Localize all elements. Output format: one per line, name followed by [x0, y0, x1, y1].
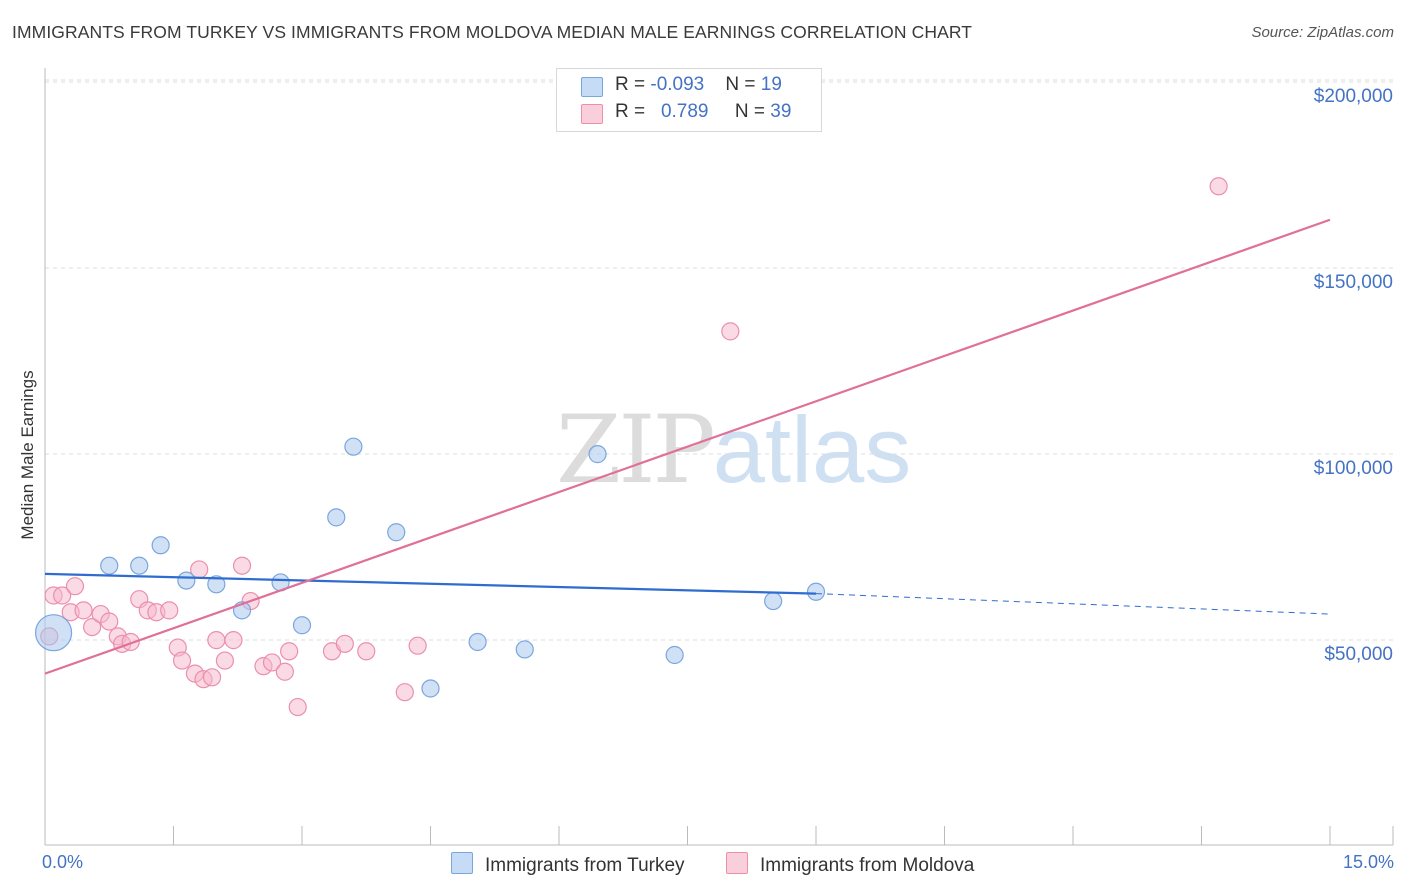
- watermark-zip: ZIP: [556, 396, 716, 505]
- turkey-stats: R = -0.093 N = 19: [615, 74, 782, 96]
- stats-legend: R = -0.093 N = 19 R = 0.789 N = 39: [556, 68, 822, 132]
- moldova-point: [74, 601, 93, 620]
- moldova-point: [160, 601, 179, 620]
- turkey-point: [588, 445, 607, 464]
- grid-lines: [45, 79, 1393, 641]
- x-tick-label: 15.0%: [1342, 852, 1394, 872]
- moldova-point: [357, 642, 376, 661]
- turkey-point: [515, 640, 534, 659]
- moldova-point: [232, 556, 252, 575]
- turkey-r-label: R =: [615, 74, 651, 95]
- moldova-point: [65, 577, 85, 596]
- moldova-point: [83, 617, 102, 637]
- legend-moldova-swatch: [726, 852, 748, 874]
- moldova-point: [280, 642, 299, 661]
- y-tick-label: $50,000: [1324, 644, 1393, 665]
- turkey-trend-extension: [815, 593, 1331, 615]
- turkey-point: [468, 632, 487, 652]
- moldova-n-label: N =: [734, 101, 771, 122]
- moldova-n-value: 39: [770, 101, 792, 122]
- moldova-point: [288, 697, 307, 717]
- trend-lines: [44, 218, 1331, 675]
- turkey-point: [387, 523, 406, 542]
- moldova-swatch: [581, 104, 603, 124]
- moldova-point: [172, 651, 192, 670]
- legend-turkey-label: Immigrants from Turkey: [485, 855, 685, 876]
- x-tick-label: 0.0%: [42, 852, 84, 872]
- legend-moldova-label: Immigrants from Moldova: [760, 855, 975, 876]
- turkey-point: [34, 614, 73, 652]
- moldova-r-label: R =: [615, 101, 651, 122]
- turkey-point: [151, 536, 170, 555]
- turkey-point: [764, 591, 783, 611]
- chart-title: IMMIGRANTS FROM TURKEY VS IMMIGRANTS FRO…: [12, 22, 973, 42]
- y-tick-label: $200,000: [1313, 86, 1393, 107]
- turkey-swatch: [581, 77, 603, 97]
- moldova-point: [100, 612, 119, 631]
- turkey-point: [100, 556, 119, 575]
- source-label: Source: ZipAtlas.com: [1251, 24, 1394, 41]
- moldova-point: [335, 634, 354, 653]
- moldova-stats: R = 0.789 N = 39: [615, 101, 791, 123]
- turkey-n-value: 19: [760, 74, 782, 95]
- turkey-point: [292, 616, 312, 635]
- legend-item-turkey[interactable]: Immigrants from Turkey: [451, 852, 685, 877]
- turkey-point: [327, 508, 346, 527]
- moldova-point: [53, 586, 72, 605]
- turkey-r-value: -0.093: [650, 74, 705, 95]
- moldova-point: [207, 631, 226, 650]
- turkey-trend-line: [44, 572, 817, 595]
- moldova-point: [202, 668, 222, 687]
- turkey-point: [177, 571, 196, 590]
- y-tick-label: $150,000: [1313, 272, 1393, 293]
- turkey-point: [806, 582, 826, 601]
- moldova-point: [395, 683, 414, 702]
- axes: [44, 68, 1394, 846]
- watermark: ZIPatlas: [556, 396, 911, 505]
- watermark-atlas: atlas: [712, 397, 912, 502]
- turkey-point: [344, 437, 363, 456]
- moldova-r-value: 0.789: [660, 101, 709, 122]
- turkey-point: [130, 556, 149, 575]
- moldova-point: [224, 631, 243, 650]
- moldova-point: [408, 636, 427, 655]
- moldova-point: [1209, 177, 1228, 196]
- turkey-point: [665, 645, 684, 665]
- data-points: [34, 177, 1228, 717]
- turkey-n-label: N =: [725, 74, 761, 95]
- turkey-point: [207, 575, 226, 594]
- legend-turkey-swatch: [451, 852, 473, 874]
- y-axis-label: Median Male Earnings: [18, 370, 37, 540]
- moldova-point: [721, 322, 740, 341]
- moldova-point: [275, 662, 294, 681]
- moldova-point: [262, 653, 282, 672]
- moldova-point: [121, 632, 140, 652]
- turkey-point: [421, 679, 440, 698]
- y-tick-label: $100,000: [1313, 458, 1393, 479]
- moldova-trend-line: [44, 218, 1331, 675]
- moldova-point: [215, 651, 234, 670]
- legend-item-moldova[interactable]: Immigrants from Moldova: [726, 852, 974, 877]
